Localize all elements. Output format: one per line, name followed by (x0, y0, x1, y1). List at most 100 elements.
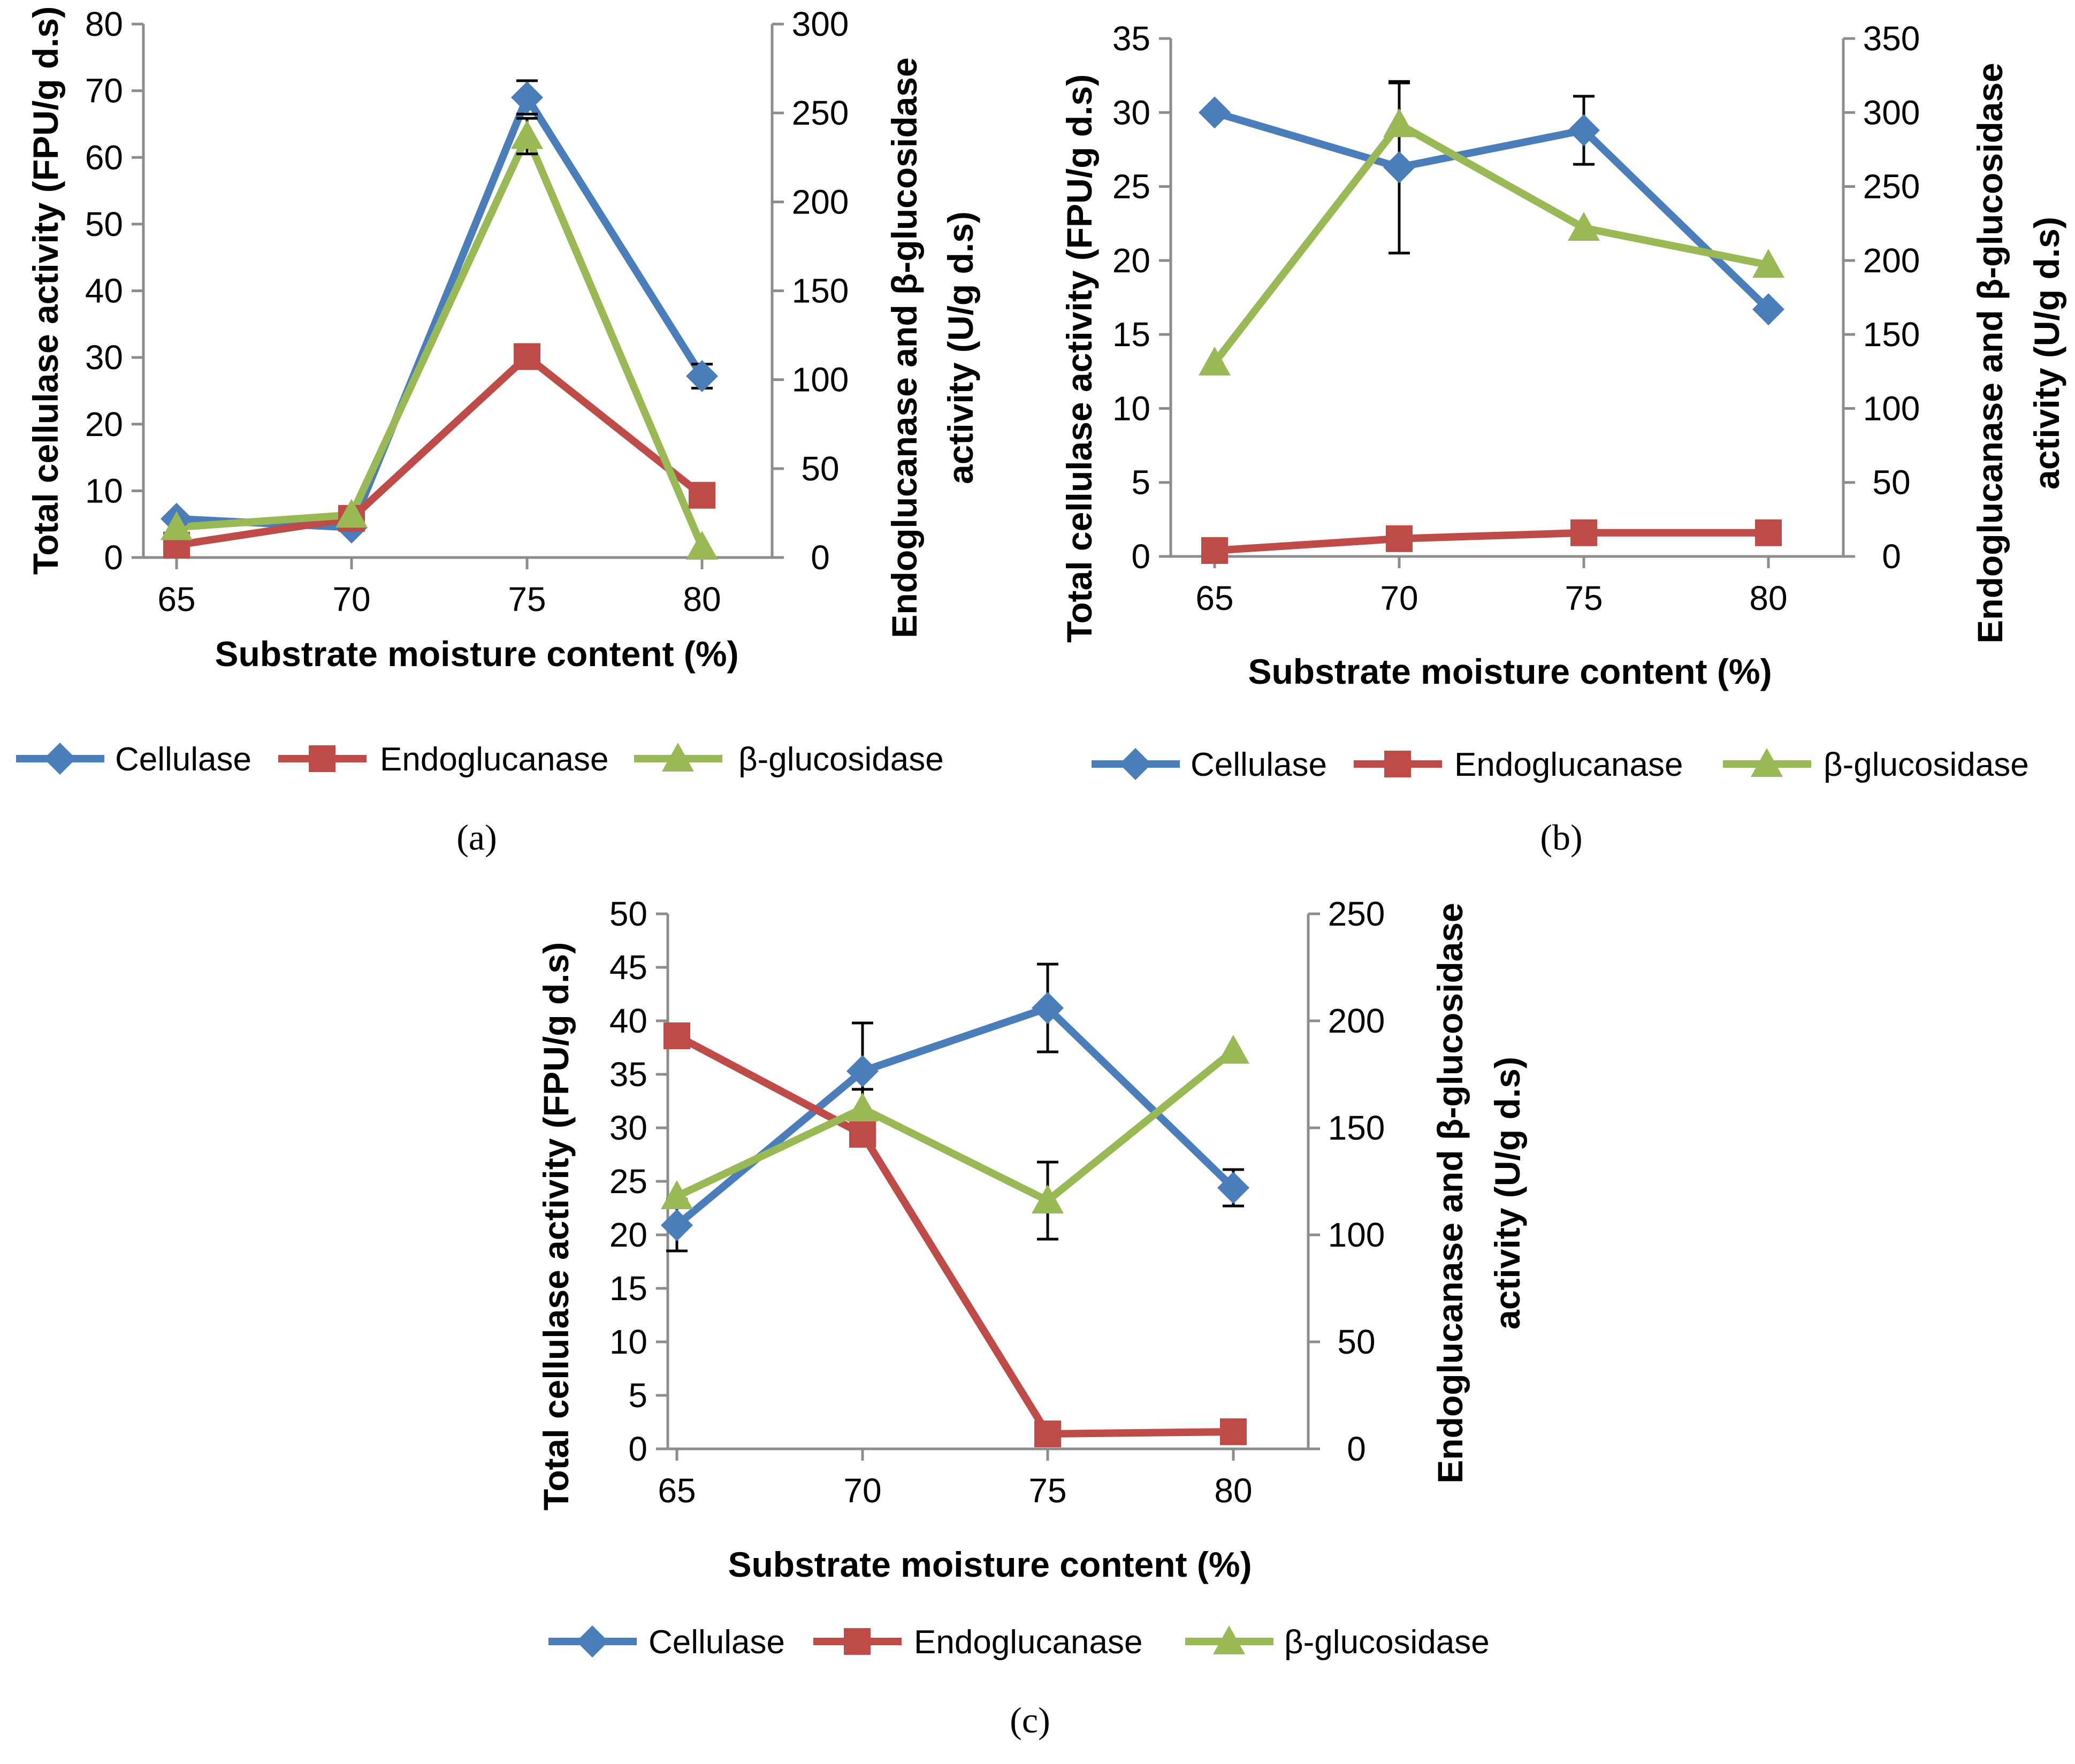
panel-b-x-tick-label: 65 (1195, 579, 1233, 617)
panel-a-right-tick-label: 0 (811, 538, 830, 577)
panel-b-legend: Cellulase Endoglucanase β-glucosidase (1092, 746, 2029, 783)
panel-c-left-tick-label: 20 (609, 1216, 647, 1254)
panel-c-right-tick-label: 250 (1328, 895, 1385, 933)
panel-c-left-tick-label: 30 (609, 1109, 647, 1147)
panel-b-series-line-diamond (1214, 109, 1771, 312)
panel-b-right-tick-label: 250 (1863, 167, 1920, 206)
panel-a-label: (a) (456, 817, 497, 858)
panel-c-right-tick-label: 200 (1328, 1002, 1385, 1040)
panel-a-left-tick-label: 50 (85, 205, 123, 243)
panel-b-right-tick-label: 100 (1863, 389, 1920, 427)
panel-c-legend-marker-diamond (576, 1625, 608, 1658)
panel-b-point-triangle (1752, 249, 1784, 278)
panel-a-left-tick-label: 30 (85, 338, 123, 377)
panel-a-right-tick-label: 250 (792, 94, 849, 132)
panel-b-right-axis-title-line1: Endoglucanase and β-glucosidase (1970, 63, 2010, 644)
panel-a-left-tick-label: 40 (85, 272, 123, 310)
panel-a-left-tick-label: 60 (85, 138, 123, 177)
panel-c-point-square (849, 1121, 876, 1148)
panel-b-point-diamond (1752, 293, 1784, 326)
panel-b-point-square (1570, 519, 1597, 546)
panel-c-point-triangle (846, 1093, 879, 1121)
panel-a-point-diamond (686, 360, 718, 393)
panel-a-point-triangle (161, 511, 193, 540)
panel-b-legend-label: β-glucosidase (1824, 746, 2029, 783)
panel-a-right-tick-label: 50 (801, 449, 839, 488)
panel-c-left-tick-label: 25 (609, 1162, 647, 1201)
panel-c-x-axis-title: Substrate moisture content (%) (728, 1545, 1252, 1584)
panel-b-left-tick-label: 25 (1112, 167, 1150, 206)
panel-b-right-tick-label: 300 (1863, 93, 1920, 132)
panel-c-point-square (1034, 1421, 1061, 1447)
panel-b-right-tick-label: 200 (1863, 241, 1920, 280)
panel-b-point-square (1201, 537, 1228, 564)
panel-a-point-triangle (511, 120, 543, 149)
panel-b-series-line-triangle (1211, 120, 1769, 365)
panel-a-legend-label: Cellulase (115, 741, 251, 778)
panel-b-left-tick-label: 30 (1112, 93, 1150, 132)
panel-a-point-triangle (686, 531, 718, 560)
panel-c-left-tick-label: 45 (609, 948, 647, 987)
panel-a-left-tick-label: 80 (85, 5, 123, 43)
panel-b-point-square (1755, 519, 1782, 546)
panel-c-right-tick-label: 150 (1328, 1109, 1385, 1147)
panel-a-x-tick-label: 80 (683, 580, 721, 618)
panel-c-legend-label: β-glucosidase (1284, 1624, 1490, 1661)
panel-b-point-square (1386, 525, 1413, 552)
panel-a-right-axis-title-line2: activity (U/g d.s) (941, 211, 980, 484)
panel-a-point-square (514, 343, 540, 370)
panel-b-x-tick-label: 75 (1565, 579, 1603, 617)
panel-c-point-triangle (661, 1180, 693, 1209)
panel-c-point-square (663, 1022, 690, 1049)
panel-c-left-tick-label: 10 (609, 1323, 647, 1361)
panel-a-right-tick-label: 300 (792, 5, 849, 43)
panel-a-series-line-triangle (176, 132, 706, 548)
panel-a-right-tick-label: 200 (792, 182, 849, 221)
panel-b-point-triangle (1383, 108, 1415, 138)
panel-c-right-tick-label: 100 (1328, 1216, 1385, 1254)
panel-a-legend-label: β-glucosidase (738, 741, 944, 778)
panel-b-x-tick-label: 80 (1749, 579, 1787, 617)
panel-c-left-tick-label: 15 (609, 1269, 647, 1308)
panel-c-point-square (1220, 1418, 1247, 1445)
panel-c-x-tick-label: 65 (658, 1471, 696, 1510)
panel-b-legend-label: Cellulase (1191, 746, 1327, 783)
panel-c-point-triangle (1032, 1185, 1064, 1213)
panel-c-right-tick-label: 0 (1347, 1430, 1366, 1468)
panel-c-legend-marker-square (844, 1628, 871, 1655)
panel-b-left-tick-label: 10 (1112, 389, 1150, 427)
panel-a-x-tick-label: 70 (332, 580, 370, 618)
panel-b-x-axis-title: Substrate moisture content (%) (1248, 652, 1772, 691)
panel-c-legend-label: Cellulase (649, 1624, 785, 1661)
panel-a-x-tick-label: 75 (508, 580, 546, 618)
panel-a-left-tick-label: 70 (85, 72, 123, 110)
panel-c-left-axis-title: Total cellulase activity (FPU/g d.s) (536, 942, 576, 1510)
panel-c-legend-label: Endoglucanase (914, 1624, 1142, 1661)
panel-b-point-triangle (1568, 212, 1600, 241)
panel-a-series-line-diamond (176, 94, 705, 531)
panel-a-legend: Cellulase Endoglucanase β-glucosidase (16, 741, 944, 778)
panel-b-left-tick-label: 0 (1131, 537, 1150, 576)
panel-c-series-line-triangle (675, 1048, 1236, 1204)
panel-c-series-line-square (675, 1032, 1234, 1438)
panel-b-left-tick-label: 5 (1131, 463, 1150, 502)
panel-a-left-axis-title: Total cellulase activity (FPU/g d.s) (26, 6, 65, 575)
panel-a-legend-label: Endoglucanase (380, 741, 608, 778)
panel-a-left-tick-label: 0 (104, 538, 123, 577)
panel-c-right-tick-label: 50 (1337, 1323, 1375, 1361)
panel-b-right-axis-title-line2: activity (U/g d.s) (2027, 217, 2066, 490)
panel-b-left-tick-label: 35 (1112, 19, 1150, 58)
panel-c-left-tick-label: 0 (628, 1430, 647, 1468)
panel-a-right-tick-label: 100 (792, 361, 849, 399)
panel-c-point-diamond (661, 1209, 693, 1241)
panel-b-left-axis-title: Total cellulase activity (FPU/g d.s) (1059, 74, 1099, 643)
panel-b-legend-marker-square (1384, 751, 1411, 777)
panel-a-legend-marker-square (309, 745, 335, 772)
panel-b-legend-marker-triangle (1751, 748, 1783, 777)
panel-c-left-tick-label: 5 (628, 1376, 647, 1415)
panel-a-point-diamond (511, 81, 543, 114)
panel-c-x-tick-label: 80 (1214, 1471, 1252, 1510)
panel-a-left-tick-label: 10 (85, 471, 123, 510)
panel-c-legend: Cellulase Endoglucanase β-glucosidase (548, 1624, 1490, 1661)
